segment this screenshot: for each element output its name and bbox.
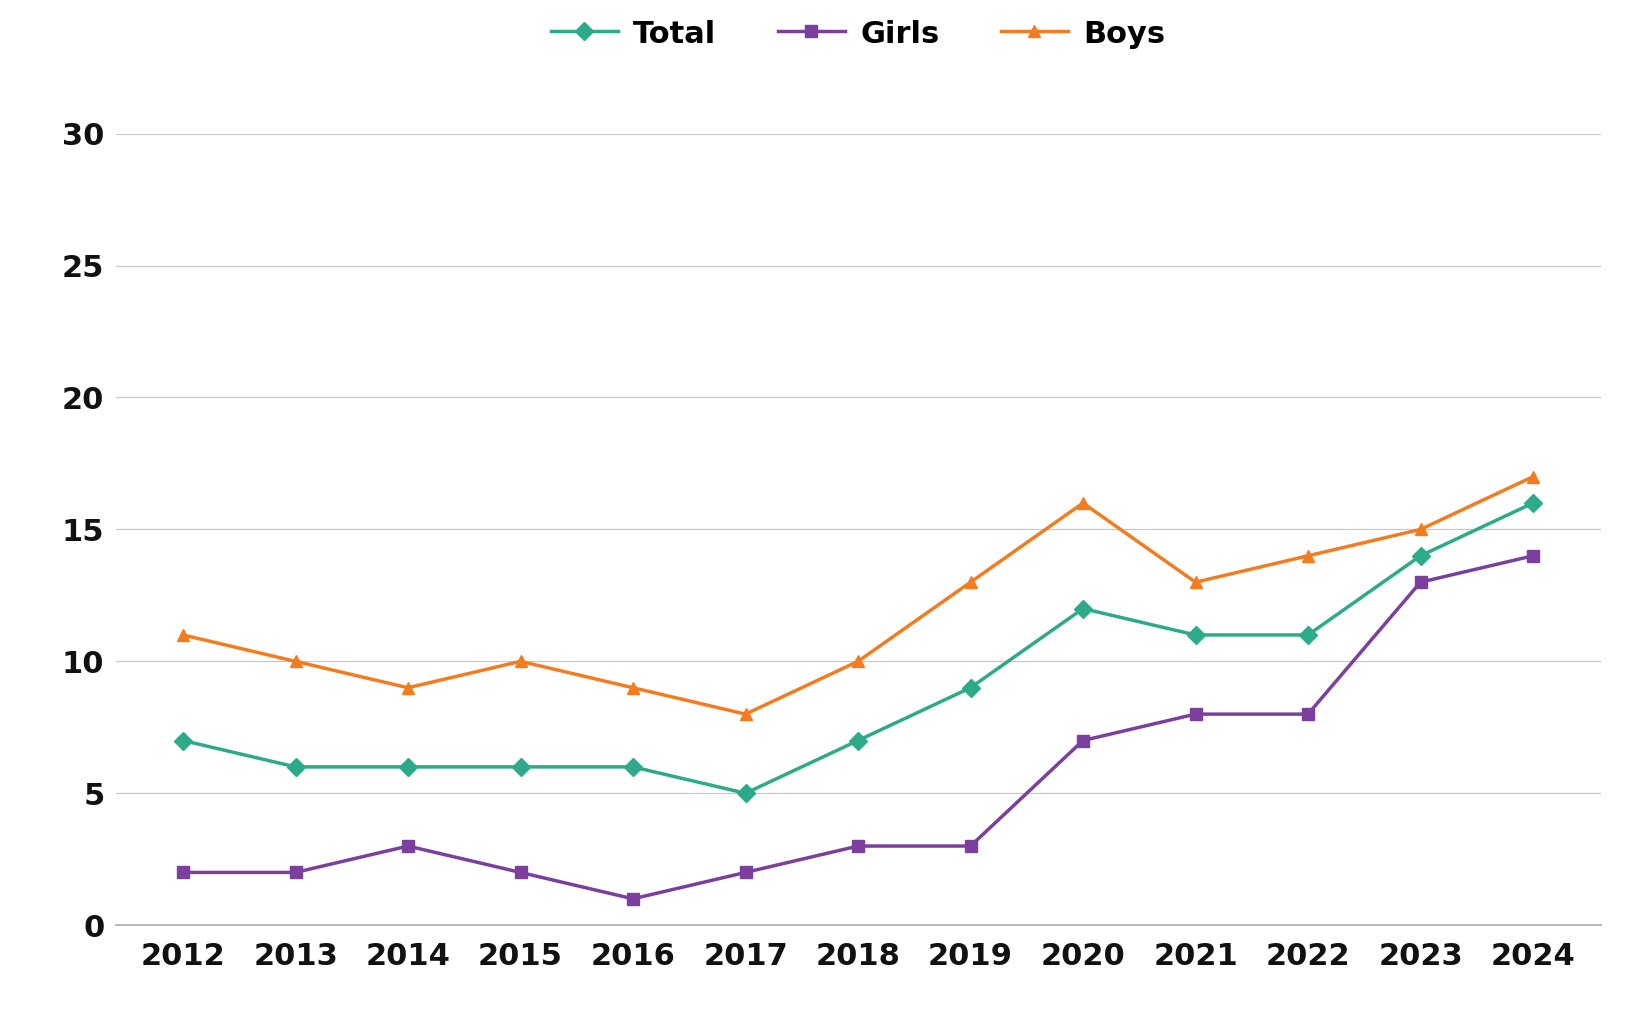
Girls — [1186, 708, 1206, 721]
Girls — [624, 892, 644, 905]
Girls — [960, 840, 980, 852]
Total — [1186, 629, 1206, 641]
Boys — [510, 655, 530, 667]
Boys — [1523, 471, 1543, 483]
Boys — [1411, 523, 1431, 536]
Total — [1523, 497, 1543, 509]
Girls — [848, 840, 868, 852]
Total — [285, 761, 305, 773]
Boys — [960, 576, 980, 588]
Boys — [1299, 550, 1318, 562]
Total — [173, 734, 193, 746]
Boys — [285, 655, 305, 667]
Line: Boys: Boys — [177, 471, 1539, 721]
Total — [624, 761, 644, 773]
Total — [1072, 602, 1092, 615]
Boys — [736, 708, 756, 721]
Total — [1411, 550, 1431, 562]
Boys — [624, 682, 644, 694]
Legend: Total, Girls, Boys: Total, Girls, Boys — [538, 6, 1178, 61]
Total — [510, 761, 530, 773]
Boys — [1186, 576, 1206, 588]
Girls — [398, 840, 417, 852]
Girls — [1072, 734, 1092, 746]
Boys — [173, 629, 193, 641]
Boys — [1072, 497, 1092, 509]
Total — [1299, 629, 1318, 641]
Total — [848, 734, 868, 746]
Total — [960, 682, 980, 694]
Girls — [736, 867, 756, 879]
Line: Girls: Girls — [177, 550, 1539, 905]
Girls — [1411, 576, 1431, 588]
Girls — [510, 867, 530, 879]
Total — [398, 761, 417, 773]
Girls — [285, 867, 305, 879]
Boys — [848, 655, 868, 667]
Girls — [1523, 550, 1543, 562]
Boys — [398, 682, 417, 694]
Girls — [173, 867, 193, 879]
Line: Total: Total — [177, 497, 1539, 800]
Girls — [1299, 708, 1318, 721]
Total — [736, 787, 756, 800]
